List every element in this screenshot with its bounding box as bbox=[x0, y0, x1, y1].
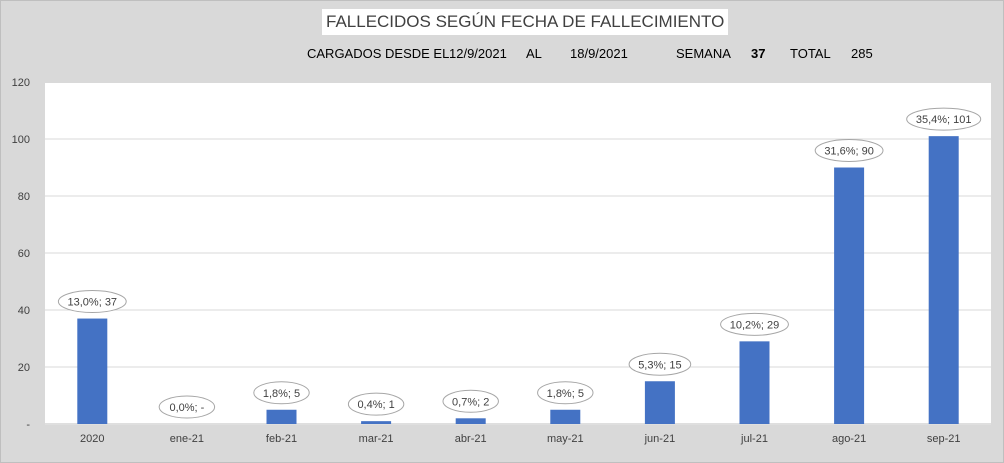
al-label: AL bbox=[526, 46, 542, 61]
bar bbox=[455, 418, 486, 424]
data-label: 1,8%; 5 bbox=[547, 388, 584, 400]
plot-area bbox=[45, 83, 991, 425]
chart-title: FALLECIDOS SEGÚN FECHA DE FALLECIMIENTO bbox=[322, 9, 729, 35]
data-label-bubble bbox=[628, 352, 692, 376]
x-tick-label: jun-21 bbox=[644, 433, 676, 445]
y-tick-label: - bbox=[26, 419, 30, 431]
x-tick-label: abr-21 bbox=[455, 433, 487, 445]
x-tick-label: jul-21 bbox=[740, 433, 768, 445]
date-to: 18/9/2021 bbox=[570, 46, 628, 61]
data-label: 35,4%; 101 bbox=[916, 114, 972, 126]
data-label: 31,6%; 90 bbox=[824, 146, 874, 158]
y-tick-label: 120 bbox=[12, 77, 30, 89]
bar bbox=[77, 318, 108, 424]
data-label-bubble bbox=[347, 392, 405, 416]
y-tick-label: 20 bbox=[18, 362, 30, 374]
data-label-bubble bbox=[537, 381, 594, 405]
data-label-bubble bbox=[814, 139, 884, 162]
bar bbox=[928, 136, 959, 424]
x-tick-label: feb-21 bbox=[266, 433, 297, 445]
data-label-bubble bbox=[253, 381, 310, 405]
x-tick-label: ene-21 bbox=[170, 433, 204, 445]
bar bbox=[361, 421, 392, 424]
bar bbox=[266, 409, 297, 424]
y-tick-label: 40 bbox=[18, 305, 30, 317]
week-label: SEMANA bbox=[676, 46, 731, 61]
data-label-bubble bbox=[720, 312, 789, 336]
data-label: 13,0%; 37 bbox=[68, 297, 118, 309]
data-label-bubble bbox=[158, 395, 216, 419]
total-label: TOTAL bbox=[790, 46, 831, 61]
week-value: 37 bbox=[751, 46, 766, 61]
data-label: 0,4%; 1 bbox=[357, 399, 394, 411]
data-label: 10,2%; 29 bbox=[730, 319, 780, 331]
x-tick-label: may-21 bbox=[547, 433, 584, 445]
bar bbox=[834, 167, 865, 424]
data-label: 5,3%; 15 bbox=[638, 359, 681, 371]
y-tick-label: 60 bbox=[18, 248, 30, 260]
x-tick-label: mar-21 bbox=[359, 433, 394, 445]
data-label-bubble bbox=[442, 389, 499, 413]
bar bbox=[644, 381, 675, 424]
data-label: 0,7%; 2 bbox=[452, 396, 489, 408]
date-from: 12/9/2021 bbox=[449, 46, 507, 61]
x-tick-label: sep-21 bbox=[927, 433, 961, 445]
bar bbox=[550, 409, 581, 424]
total-value: 285 bbox=[851, 46, 873, 61]
y-tick-label: 100 bbox=[12, 134, 30, 146]
data-label-bubble bbox=[57, 290, 127, 314]
bar bbox=[739, 341, 770, 424]
data-label-bubble bbox=[906, 107, 982, 131]
x-tick-label: ago-21 bbox=[832, 433, 866, 445]
data-label: 1,8%; 5 bbox=[263, 388, 300, 400]
y-tick-label: 80 bbox=[18, 191, 30, 203]
x-tick-label: 2020 bbox=[80, 433, 104, 445]
data-label: 0,0%; - bbox=[169, 402, 204, 414]
loaded-label: CARGADOS DESDE EL bbox=[307, 46, 450, 61]
